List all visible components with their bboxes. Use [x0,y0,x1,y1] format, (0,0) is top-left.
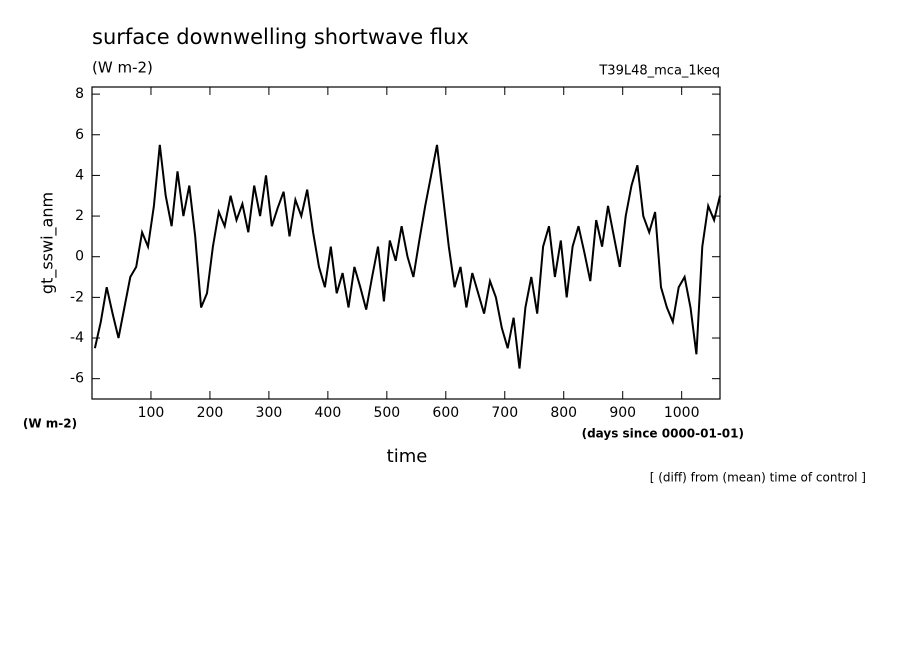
x-tick-label: 800 [550,405,577,421]
plot-frame [91,86,721,400]
x-tick-label: 300 [256,405,283,421]
y-tick-label: 6 [75,127,84,143]
x-tick-label: 200 [197,405,224,421]
run-label: T39L48_mca_1keq [598,64,720,79]
x-tick-label: 500 [373,405,400,421]
x-axis-label: time [387,446,428,467]
y-tick-label: -2 [70,289,84,305]
y-tick-label: -6 [70,371,84,387]
y-tick-label: 2 [75,208,84,224]
y-tick-label: 4 [75,167,84,183]
data-line [93,144,721,369]
y-unit: (W m-2) [23,417,77,431]
note: [ (diff) from (mean) time of control ] [650,471,866,485]
x-tick-label: 600 [432,405,459,421]
x-tick-label: 400 [315,405,342,421]
y-tick-label: 8 [75,86,84,102]
y-axis-label: gt_sswi_anm [38,192,58,294]
x-tick-label: 1000 [664,405,700,421]
y-tick-label: -4 [70,330,84,346]
x-tick-label: 700 [491,405,518,421]
x-tick-label: 100 [138,405,165,421]
y-tick-label: 0 [75,249,84,265]
chart-title: surface downwelling shortwave flux [92,25,469,49]
x-tick-label: 900 [609,405,636,421]
subtitle: (W m-2) [92,59,153,77]
x-unit: (days since 0000-01-01) [582,427,744,441]
